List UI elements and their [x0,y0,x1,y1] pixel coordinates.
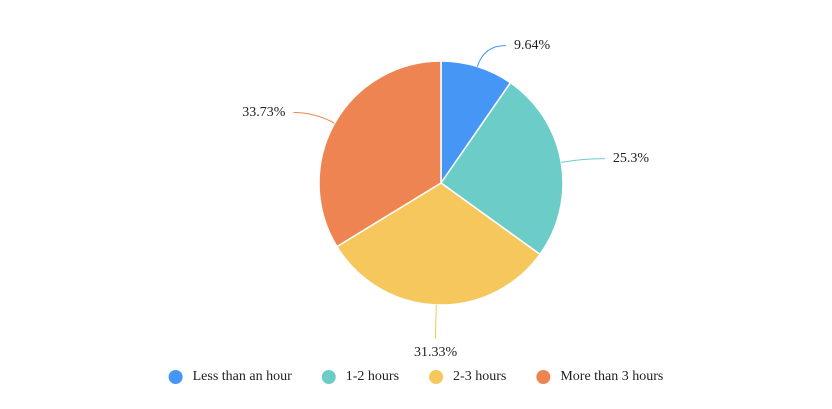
leader-line [476,45,506,67]
legend-marker [429,370,444,384]
legend-label: More than 3 hours [560,369,663,384]
data-label: 25.3% [613,151,650,166]
legend-label: Less than an hour [193,369,292,384]
pie-slice [318,60,442,248]
legend-marker [321,370,336,384]
legend-label: 2-3 hours [453,369,506,384]
legend-marker [168,370,183,384]
legend-label: 1-2 hours [346,369,399,384]
leader-line [561,158,605,163]
data-label: 9.64% [514,38,551,53]
legend-marker [536,370,551,384]
data-label: 33.73% [242,105,286,120]
leader-line [293,112,335,124]
data-label: 31.33% [414,345,458,360]
pie-slice [335,182,542,306]
pie-slice [440,60,512,186]
leader-line [435,304,437,339]
